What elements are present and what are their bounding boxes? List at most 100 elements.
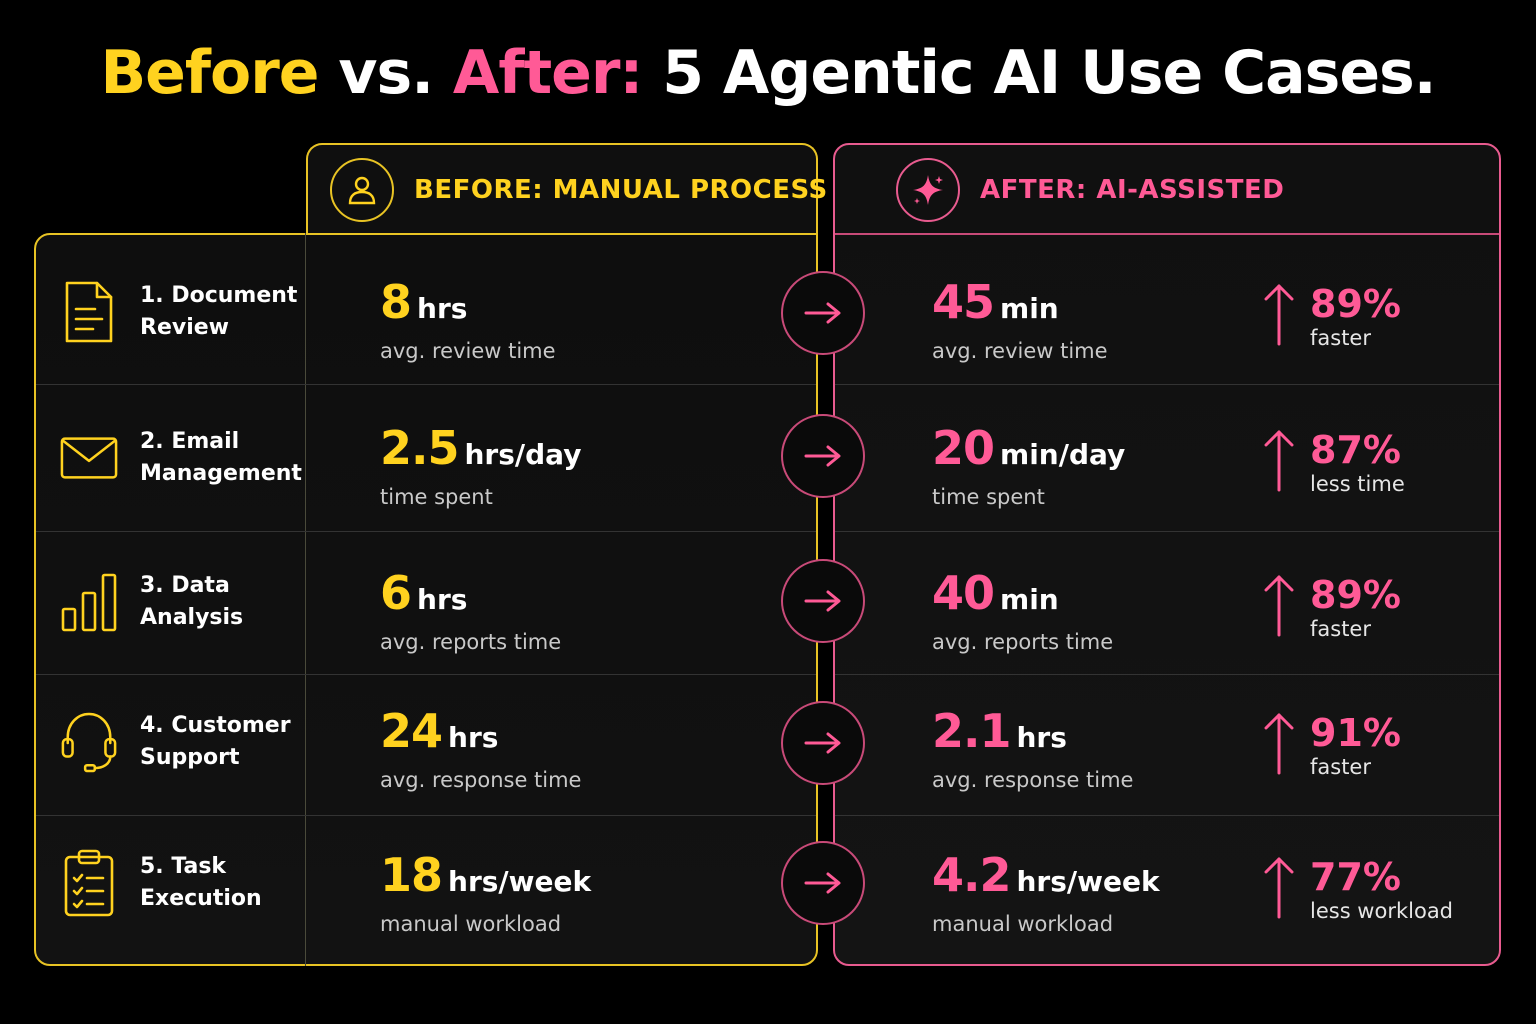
after-description: time spent <box>932 485 1045 509</box>
after-value: 2.1 <box>932 704 1011 758</box>
before-metric: 18 hrs/week manual workload <box>380 851 591 936</box>
before-unit: hrs <box>448 721 499 754</box>
improvement-description: less time <box>1310 472 1405 496</box>
arrow-right-icon <box>781 414 865 498</box>
use-case-document-review: 1. Document Review <box>60 277 300 347</box>
arrow-up-icon <box>1264 284 1294 346</box>
headset-icon <box>60 707 118 777</box>
improvement: 91% faster <box>1262 711 1401 779</box>
improvement-description: faster <box>1310 617 1371 641</box>
improvement-percent: 89% <box>1310 573 1401 617</box>
before-header-content: BEFORE: MANUAL PROCESS <box>330 158 828 222</box>
use-case-data-analysis: 3. Data Analysis <box>60 567 300 637</box>
before-metric: 2.5 hrs/day time spent <box>380 424 581 509</box>
improvement-percent: 77% <box>1310 855 1401 899</box>
page-title: Before vs. After: 5 Agentic AI Use Cases… <box>0 38 1536 108</box>
row-divider <box>36 674 816 675</box>
improvement: 89% faster <box>1262 573 1401 641</box>
improvement-description: faster <box>1310 755 1371 779</box>
before-value: 2.5 <box>380 421 459 475</box>
arrow-right-icon <box>781 271 865 355</box>
after-metric: 45 min avg. review time <box>932 278 1108 363</box>
title-before: Before <box>100 38 319 108</box>
after-panel <box>833 143 1501 966</box>
use-case-label: 2. Email Management <box>140 429 302 486</box>
use-case-label: 1. Document Review <box>140 283 298 340</box>
after-unit: min <box>1000 583 1059 616</box>
use-case-label: 5. Task Execution <box>140 854 262 911</box>
after-unit: min <box>1000 292 1059 325</box>
after-header-content: AFTER: AI-ASSISTED <box>896 158 1284 222</box>
after-metric: 20 min/day time spent <box>932 424 1125 509</box>
bar-chart-icon <box>60 567 118 637</box>
arrow-up-icon <box>1264 430 1294 492</box>
row-divider <box>835 674 1499 675</box>
after-metric: 2.1 hrs avg. response time <box>932 707 1133 792</box>
before-unit: hrs/day <box>464 438 582 471</box>
arrow-up-icon <box>1264 713 1294 775</box>
after-unit: hrs <box>1016 721 1067 754</box>
after-value: 4.2 <box>932 848 1011 902</box>
title-rest: 5 Agentic AI Use Cases. <box>662 38 1436 108</box>
after-description: manual workload <box>932 912 1114 936</box>
improvement: 77% less workload <box>1262 855 1453 923</box>
title-after: After: <box>452 38 643 108</box>
before-unit: hrs <box>417 292 468 325</box>
row-divider <box>835 531 1499 532</box>
after-header-label: AFTER: AI-ASSISTED <box>980 175 1285 205</box>
after-description: avg. response time <box>932 768 1134 792</box>
before-description: avg. response time <box>380 768 582 792</box>
arrow-up-icon <box>1264 857 1294 919</box>
improvement-description: faster <box>1310 326 1371 350</box>
improvement-percent: 87% <box>1310 428 1401 472</box>
after-header-divider <box>835 233 1499 235</box>
envelope-icon <box>60 423 118 493</box>
before-description: avg. review time <box>380 339 556 363</box>
use-case-task-execution: 5. Task Execution <box>60 848 300 918</box>
improvement-percent: 91% <box>1310 711 1401 755</box>
before-value: 24 <box>380 704 443 758</box>
improvement: 89% faster <box>1262 282 1401 350</box>
after-unit: min/day <box>1000 438 1126 471</box>
improvement-percent: 89% <box>1310 282 1401 326</box>
document-icon <box>60 277 118 347</box>
row-divider <box>36 531 816 532</box>
after-description: avg. reports time <box>932 630 1114 654</box>
row-divider <box>835 384 1499 385</box>
after-value: 40 <box>932 566 995 620</box>
row-divider <box>36 384 816 385</box>
after-value: 45 <box>932 275 995 329</box>
before-header-label: BEFORE: MANUAL PROCESS <box>414 175 828 205</box>
before-description: manual workload <box>380 912 562 936</box>
before-unit: hrs <box>417 583 468 616</box>
sparkle-icon <box>896 158 960 222</box>
title-vs: vs. <box>338 38 434 108</box>
before-unit: hrs/week <box>448 865 592 898</box>
use-case-label: 4. Customer Support <box>140 713 291 770</box>
user-icon <box>330 158 394 222</box>
after-metric: 40 min avg. reports time <box>932 569 1113 654</box>
before-description: time spent <box>380 485 493 509</box>
before-value: 18 <box>380 848 443 902</box>
row-divider <box>835 815 1499 816</box>
use-case-customer-support: 4. Customer Support <box>60 707 300 777</box>
after-metric: 4.2 hrs/week manual workload <box>932 851 1160 936</box>
after-value: 20 <box>932 421 995 475</box>
improvement-description: less workload <box>1310 899 1454 923</box>
row-divider <box>36 815 816 816</box>
before-value: 6 <box>380 566 412 620</box>
use-case-email-management: 2. Email Management <box>60 423 302 493</box>
after-unit: hrs/week <box>1016 865 1160 898</box>
before-metric: 24 hrs avg. response time <box>380 707 581 792</box>
use-case-column <box>34 233 306 966</box>
after-description: avg. review time <box>932 339 1108 363</box>
before-metric: 6 hrs avg. reports time <box>380 569 561 654</box>
arrow-up-icon <box>1264 575 1294 637</box>
arrow-right-icon <box>781 841 865 925</box>
before-metric: 8 hrs avg. review time <box>380 278 556 363</box>
before-panel <box>34 233 818 966</box>
arrow-right-icon <box>781 701 865 785</box>
arrow-right-icon <box>781 559 865 643</box>
before-value: 8 <box>380 275 412 329</box>
before-description: avg. reports time <box>380 630 562 654</box>
